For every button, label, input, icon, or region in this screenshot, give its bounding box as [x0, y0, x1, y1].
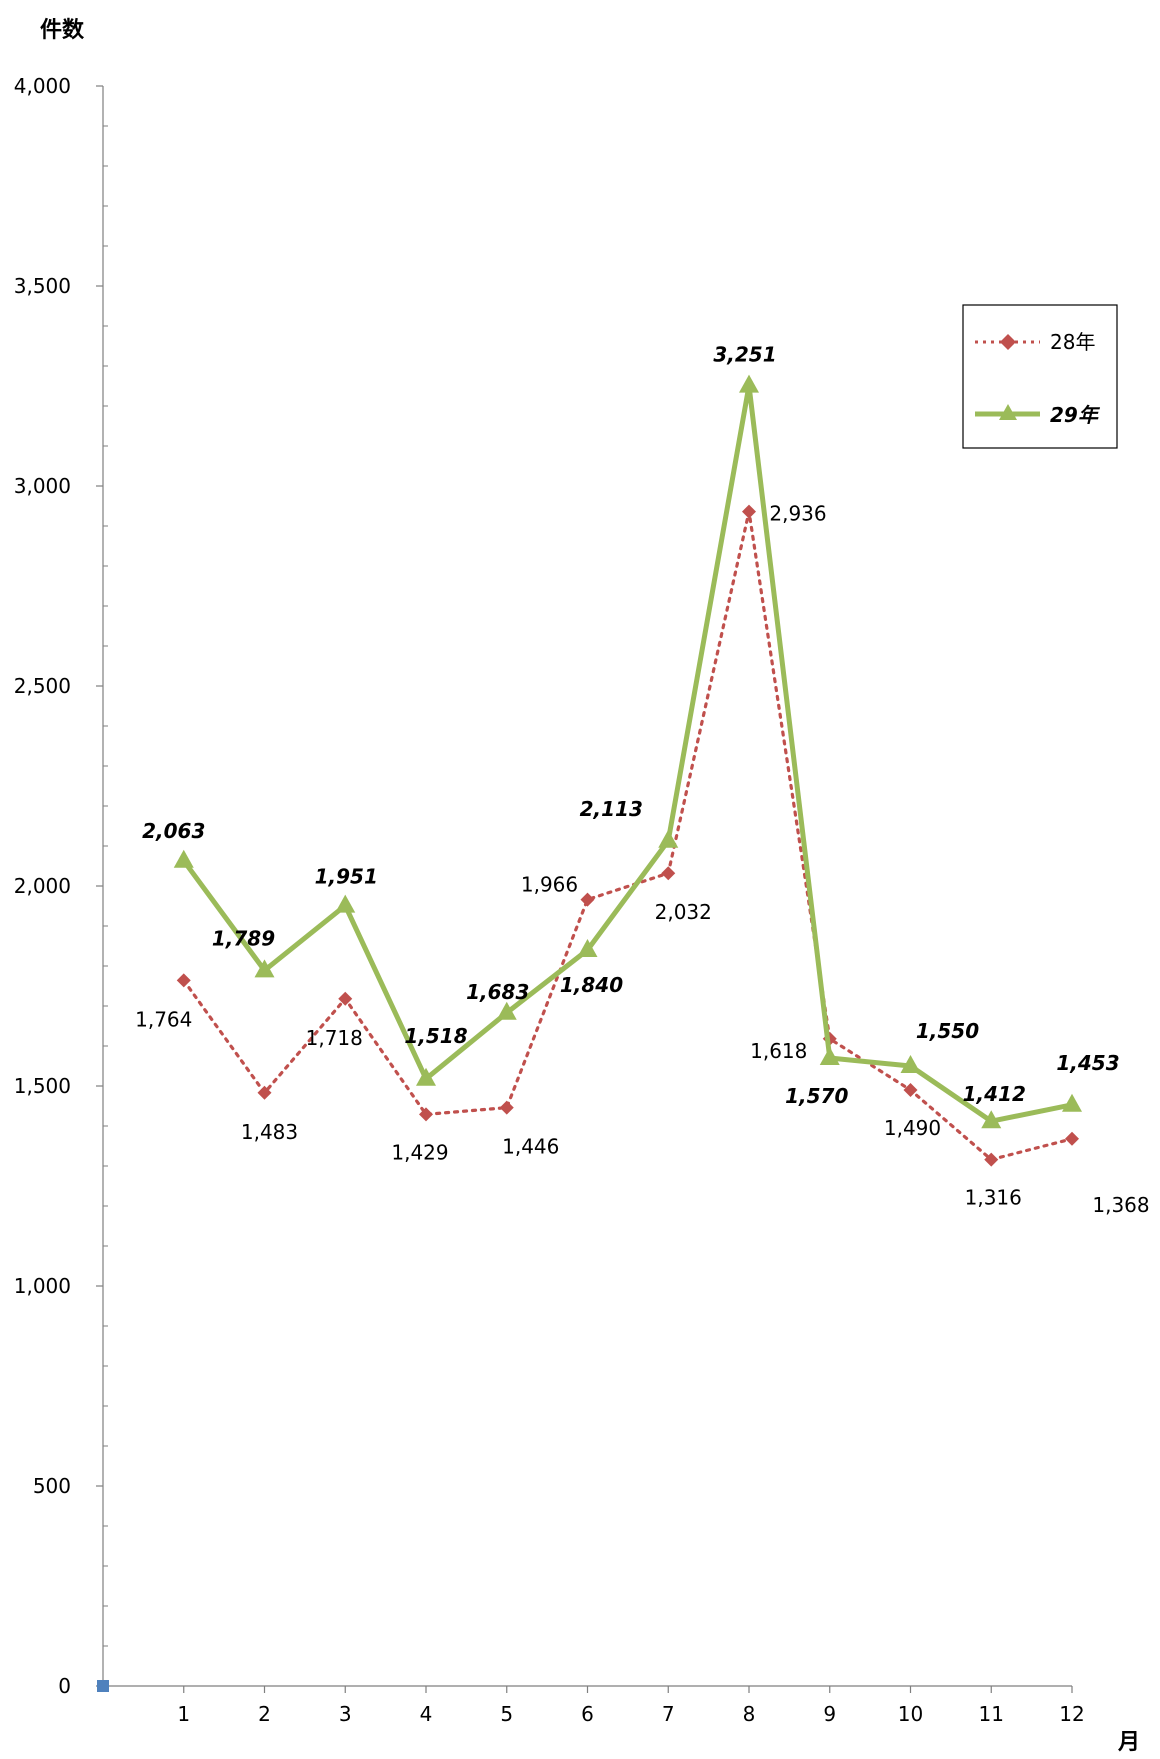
data-label-28: 1,316 [965, 1186, 1022, 1210]
series-28-point [984, 1152, 999, 1167]
series-29-point [416, 1067, 436, 1086]
x-tick-label: 8 [743, 1702, 756, 1726]
data-label-28: 1,718 [306, 1026, 363, 1050]
x-tick-label: 10 [898, 1702, 923, 1726]
data-label-28: 1,490 [884, 1116, 941, 1140]
x-tick-label: 4 [420, 1702, 433, 1726]
axes: 0 500 1,000 1,500 2,000 2,500 3,000 3,500 4,000 1… [14, 74, 1085, 1726]
data-labels: 1,764 1,483 1,718 1,429 1,446 1,966 2,032 2,936… [135, 343, 1150, 1217]
y-tick-label: 2,000 [14, 874, 71, 898]
data-label-29: 1,570 [785, 1084, 848, 1108]
data-label-28: 1,764 [135, 1007, 192, 1031]
x-tick-label: 1 [177, 1702, 190, 1726]
y-tick-label: 0 [58, 1674, 71, 1698]
data-label-29: 3,251 [713, 343, 776, 367]
data-label-28: 1,966 [521, 873, 578, 897]
series-29-point [496, 1001, 517, 1020]
series-29-point [739, 374, 759, 393]
data-label-29: 1,412 [963, 1082, 1026, 1106]
data-label-28: 1,368 [1092, 1193, 1149, 1217]
data-label-29: 1,951 [315, 865, 378, 889]
series-29-point [981, 1110, 1002, 1129]
series-28-point [338, 991, 353, 1006]
data-label-29: 1,789 [212, 926, 275, 950]
data-label-28: 1,618 [750, 1039, 807, 1063]
y-tick-label: 3,500 [14, 274, 71, 298]
y-tick-label: 2,500 [14, 674, 71, 698]
x-tick-label: 3 [339, 1702, 352, 1726]
data-label-29: 2,063 [142, 819, 205, 843]
data-label-29: 1,453 [1056, 1051, 1119, 1075]
series-29-point [577, 939, 598, 957]
series-28-point [499, 1100, 514, 1115]
data-label-28: 2,936 [769, 502, 826, 526]
series-29-point [335, 894, 356, 913]
legend-marker-28 [1000, 334, 1016, 350]
series-29 [173, 374, 1082, 1129]
series-29-line [181, 383, 1073, 1124]
series-28-point [419, 1107, 433, 1122]
origin-marker [97, 1680, 109, 1692]
legend-frame [962, 304, 1118, 449]
x-tick-label: 9 [823, 1702, 836, 1726]
series-28 [176, 504, 1079, 1167]
legend-label-28: 28年 [1050, 330, 1095, 354]
y-axis-title: 件数 [40, 17, 85, 43]
y-tick-label: 1,000 [14, 1274, 71, 1298]
x-tick-label: 6 [581, 1702, 594, 1726]
series-29-point [254, 959, 275, 978]
legend-marker-29 [999, 404, 1017, 420]
series-28-point [661, 866, 676, 881]
data-label-28: 1,429 [391, 1140, 448, 1164]
x-axis-title: 月 [1117, 1730, 1140, 1755]
series-28-point [903, 1083, 918, 1097]
data-label-29: 2,113 [580, 797, 643, 821]
y-tick-label: 3,000 [14, 474, 71, 498]
y-tick-label: 500 [33, 1474, 71, 1498]
x-tick-label: 7 [662, 1702, 675, 1726]
series-28-point [580, 892, 595, 907]
series-28-point [742, 504, 756, 519]
data-label-29: 1,683 [466, 980, 529, 1004]
x-tick-label: 5 [500, 1702, 513, 1726]
series-28-line [182, 511, 1074, 1162]
data-label-29: 1,550 [916, 1019, 979, 1043]
series-28-point [257, 1085, 272, 1100]
x-tick-label: 11 [979, 1702, 1004, 1726]
legend-label-29: 29年 [1050, 403, 1101, 427]
series-29-point [900, 1055, 921, 1073]
data-label-28: 2,032 [655, 900, 712, 924]
x-tick-label: 2 [258, 1702, 271, 1726]
series-28-point [1065, 1131, 1079, 1146]
series-29-point [173, 849, 194, 868]
data-label-29: 1,518 [404, 1024, 467, 1048]
legend: 28年 29年 [962, 304, 1118, 449]
series-29-point [819, 1047, 840, 1065]
data-label-29: 1,840 [560, 973, 623, 997]
y-tick-label: 4,000 [14, 74, 71, 98]
series-29-point [1062, 1093, 1082, 1112]
series-29-point [658, 829, 679, 848]
series-28-point [176, 973, 191, 988]
data-label-28: 1,483 [241, 1120, 298, 1144]
x-tick-label: 12 [1059, 1702, 1084, 1726]
data-label-28: 1,446 [502, 1135, 559, 1159]
y-tick-label: 1,500 [14, 1074, 71, 1098]
